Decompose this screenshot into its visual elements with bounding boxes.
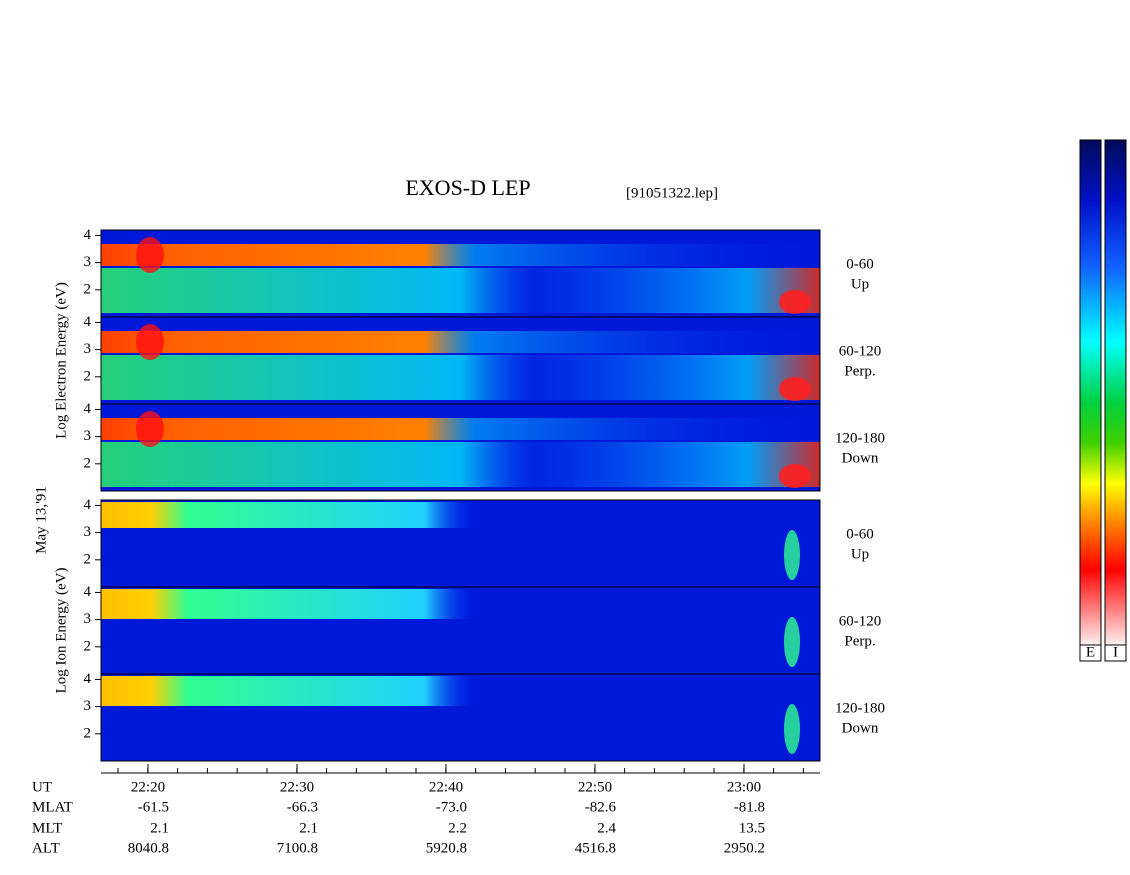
cell: 13.5 xyxy=(739,820,765,836)
row-label: MLAT xyxy=(32,799,73,815)
cell: 2.1 xyxy=(299,820,318,836)
cell: -73.0 xyxy=(436,799,467,815)
y-tick-label: 2 xyxy=(84,638,92,654)
y-tick-label: 3 xyxy=(84,611,92,627)
panel-frame xyxy=(100,673,821,762)
row-label: MLT xyxy=(32,820,62,836)
y-tick-label: 3 xyxy=(84,524,92,540)
spectrogram-feature xyxy=(784,617,800,667)
colorbar-label: E xyxy=(1086,644,1095,660)
panel-range: 120-180 xyxy=(835,430,885,446)
date-label: May 13,'91 xyxy=(33,486,49,554)
colorbar-label-box xyxy=(1079,644,1102,662)
cell: 2.2 xyxy=(448,820,467,836)
row-label: UT xyxy=(32,779,52,795)
y-tick-label: 3 xyxy=(84,254,92,270)
spectrogram-hotspot xyxy=(779,290,811,314)
panel-direction: Up xyxy=(851,276,869,292)
y-tick-label: 2 xyxy=(84,725,92,741)
spectrogram-band xyxy=(101,244,820,266)
spectrogram-band xyxy=(101,442,820,487)
spectrogram-hotspot xyxy=(136,411,164,447)
panel-range: 0-60 xyxy=(846,256,874,272)
y-tick-label: 3 xyxy=(84,341,92,357)
spectrogram-hotspot xyxy=(779,464,811,488)
panel-direction: Perp. xyxy=(844,363,875,379)
cell: -66.3 xyxy=(287,799,318,815)
y-tick-label: 4 xyxy=(84,584,92,600)
spectrogram-band xyxy=(101,589,820,619)
spectrogram-band xyxy=(101,418,820,440)
panel-direction: Perp. xyxy=(844,633,875,649)
panel-range: 0-60 xyxy=(846,526,874,542)
x-tick-label: 22:20 xyxy=(131,779,165,795)
cell: 5920.8 xyxy=(426,840,467,856)
panel-direction: Down xyxy=(842,450,879,466)
cell: -81.8 xyxy=(734,799,765,815)
x-tick-label: 23:00 xyxy=(727,779,761,795)
spectrogram-band xyxy=(101,676,820,706)
cell: 2950.2 xyxy=(724,840,765,856)
panel-frame xyxy=(100,403,821,492)
x-tick-label: 22:50 xyxy=(578,779,612,795)
x-tick-label: 22:30 xyxy=(280,779,314,795)
y-tick-label: 2 xyxy=(84,551,92,567)
spectrogram-band xyxy=(101,331,820,353)
cell: 2.4 xyxy=(597,820,616,836)
colorbar-label-box xyxy=(1104,644,1127,662)
chart-title: EXOS-D LEP xyxy=(405,175,530,200)
spectrogram-band xyxy=(101,355,820,400)
cell: 4516.8 xyxy=(575,840,616,856)
y-tick-label: 4 xyxy=(84,671,92,687)
y-tick-label: 4 xyxy=(84,497,92,513)
panel-range: 60-120 xyxy=(839,613,882,629)
y-tick-label: 3 xyxy=(84,698,92,714)
panel-range: 120-180 xyxy=(835,700,885,716)
cell: -61.5 xyxy=(138,799,169,815)
spectrogram-hotspot xyxy=(136,237,164,273)
spectrogram-feature xyxy=(784,530,800,580)
colorbar-label: I xyxy=(1113,644,1118,660)
panel-direction: Down xyxy=(842,720,879,736)
y-tick-label: 2 xyxy=(84,368,92,384)
spectrogram-feature xyxy=(784,704,800,754)
x-tick-label: 22:40 xyxy=(429,779,463,795)
file-name: [91051322.lep] xyxy=(626,185,718,201)
panel-direction: Up xyxy=(851,546,869,562)
y-tick-label: 2 xyxy=(84,281,92,297)
spectrogram-hotspot xyxy=(779,377,811,401)
spectrogram-hotspot xyxy=(136,324,164,360)
y-tick-label: 3 xyxy=(84,428,92,444)
colorbar xyxy=(1079,139,1102,646)
spectrogram-band xyxy=(101,502,820,528)
y-axis-label: Log Ion Energy (eV) xyxy=(53,568,69,694)
cell: 8040.8 xyxy=(128,840,169,856)
panel-range: 60-120 xyxy=(839,343,882,359)
colorbar xyxy=(1104,139,1127,646)
y-tick-label: 2 xyxy=(84,455,92,471)
y-axis-label: Log Electron Energy (eV) xyxy=(53,282,69,439)
cell: 2.1 xyxy=(150,820,169,836)
y-tick-label: 4 xyxy=(84,401,92,417)
y-tick-label: 4 xyxy=(84,227,92,243)
cell: 7100.8 xyxy=(277,840,318,856)
y-tick-label: 4 xyxy=(84,314,92,330)
cell: -82.6 xyxy=(585,799,617,815)
row-label: ALT xyxy=(32,840,60,856)
spectrogram-band xyxy=(101,268,820,313)
